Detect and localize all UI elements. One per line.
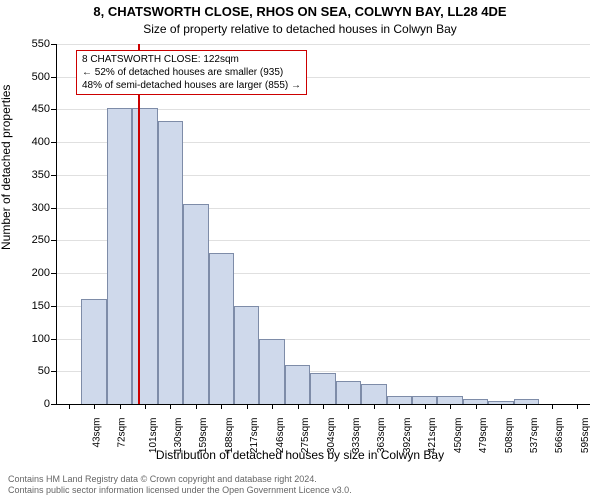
- y-tick-label: 400: [14, 136, 50, 148]
- reference-line: [138, 44, 140, 404]
- y-tick-label: 450: [14, 103, 50, 115]
- histogram-bar: [285, 365, 310, 404]
- histogram-bar: [132, 108, 157, 404]
- x-tick-label: 72sqm: [117, 418, 128, 448]
- annotation-box: 8 CHATSWORTH CLOSE: 122sqm ← 52% of deta…: [76, 50, 307, 95]
- plot-area: 05010015020025030035040045050055043sqm72…: [56, 44, 590, 404]
- histogram-bar: [361, 384, 386, 404]
- histogram-bar: [81, 299, 106, 404]
- y-tick-label: 150: [14, 300, 50, 312]
- histogram-bar: [387, 396, 412, 404]
- y-tick-label: 550: [14, 38, 50, 50]
- annotation-line1: 8 CHATSWORTH CLOSE: 122sqm: [82, 53, 301, 66]
- y-axis-label: Number of detached properties: [0, 85, 13, 250]
- x-tick-label: 43sqm: [91, 418, 102, 448]
- chart-subtitle: Size of property relative to detached ho…: [0, 22, 600, 36]
- y-tick-label: 100: [14, 333, 50, 345]
- histogram-bar: [310, 373, 335, 404]
- histogram-bar: [209, 253, 234, 404]
- y-tick-label: 300: [14, 202, 50, 214]
- histogram-bar: [336, 381, 361, 404]
- y-axis: [56, 44, 57, 404]
- histogram-bar: [437, 396, 462, 404]
- footnote-line1: Contains HM Land Registry data © Crown c…: [8, 474, 592, 485]
- y-tick-label: 0: [14, 398, 50, 410]
- histogram-bar: [158, 121, 183, 404]
- histogram-bar: [412, 396, 437, 404]
- x-axis-label: Distribution of detached houses by size …: [0, 448, 600, 462]
- annotation-line2: ← 52% of detached houses are smaller (93…: [82, 66, 301, 79]
- x-axis: [56, 404, 590, 405]
- annotation-line3: 48% of semi-detached houses are larger (…: [82, 79, 301, 92]
- footnote: Contains HM Land Registry data © Crown c…: [8, 474, 592, 497]
- y-tick-label: 500: [14, 71, 50, 83]
- histogram-bar: [259, 339, 284, 404]
- y-tick-label: 350: [14, 169, 50, 181]
- y-tick-label: 50: [14, 365, 50, 377]
- gridline: [56, 44, 590, 45]
- histogram-bar: [234, 306, 259, 404]
- chart-container: { "titles": { "line1": "8, CHATSWORTH CL…: [0, 0, 600, 500]
- histogram-bar: [183, 204, 208, 404]
- footnote-line2: Contains public sector information licen…: [8, 485, 592, 496]
- y-tick-label: 200: [14, 267, 50, 279]
- y-tick-label: 250: [14, 234, 50, 246]
- histogram-bar: [107, 108, 132, 404]
- chart-title: 8, CHATSWORTH CLOSE, RHOS ON SEA, COLWYN…: [0, 4, 600, 19]
